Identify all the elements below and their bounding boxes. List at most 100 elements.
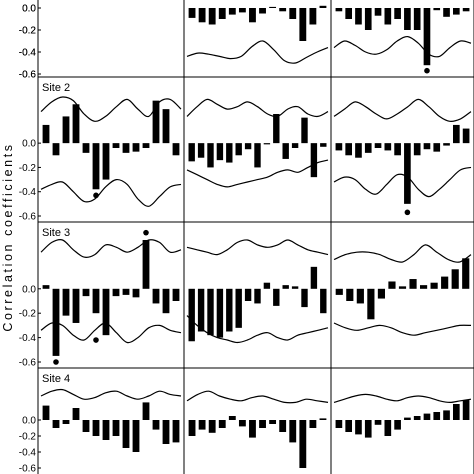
bar (413, 8, 421, 30)
bar (310, 266, 318, 289)
significance-curve-upper (333, 393, 472, 404)
bar (172, 143, 180, 156)
y-tick-label: -0.6 (19, 464, 37, 474)
significance-dot (404, 209, 411, 216)
significance-curve-lower (186, 40, 329, 64)
bar (132, 420, 140, 452)
bar (142, 402, 150, 420)
bar (345, 8, 353, 19)
bar (335, 420, 343, 428)
bar (299, 8, 307, 41)
bar (433, 8, 441, 11)
bar (72, 104, 80, 144)
bar (142, 240, 150, 289)
y-tick-label: -0.2 (19, 163, 37, 174)
bar (112, 288, 120, 297)
bar (430, 282, 438, 289)
y-tick-label: 0.0 (22, 416, 36, 427)
y-tick-label: 0.0 (22, 139, 36, 150)
site-label: Site 2 (42, 82, 70, 94)
bar (52, 420, 60, 428)
y-axis-label: Correlation coefficients (1, 142, 15, 331)
bar (216, 143, 224, 161)
y-tick-label: -0.4 (19, 333, 37, 344)
bar (122, 288, 130, 295)
bar (207, 288, 214, 336)
bar (282, 143, 289, 159)
bar (388, 281, 396, 289)
bar (335, 143, 343, 151)
bar (72, 408, 80, 420)
bar (355, 8, 362, 25)
bar (309, 420, 317, 428)
bar (263, 143, 271, 145)
bar (319, 5, 327, 8)
bar (384, 420, 392, 436)
bar (364, 143, 372, 153)
significance-curve-upper (333, 244, 472, 263)
bar (142, 143, 150, 148)
bar (188, 143, 195, 162)
bar (462, 258, 470, 289)
bar (289, 420, 297, 443)
bar (452, 8, 460, 15)
bar (198, 8, 206, 23)
significance-curve-upper (186, 239, 329, 256)
bar (244, 143, 252, 150)
y-tick-label: -0.2 (19, 309, 37, 320)
significance-curve-upper (40, 238, 182, 258)
bar (433, 143, 441, 152)
bar (273, 114, 280, 144)
bar (249, 420, 256, 438)
bar (132, 288, 140, 298)
bar (451, 269, 459, 289)
bar (433, 412, 441, 420)
significance-dot (143, 229, 149, 236)
bar (443, 8, 450, 17)
bar (82, 143, 90, 153)
bar (309, 8, 317, 25)
significance-curve-lower (333, 322, 472, 336)
bar (102, 288, 110, 336)
bar (218, 420, 226, 428)
significance-curve-upper (333, 98, 472, 122)
bar (374, 420, 382, 425)
panel-site-row-3-col-1: 0.0 -0.2 -0.4 -0.6 Site 3 (19, 227, 182, 369)
panels: 0.0 -0.2 -0.4 -0.6 0.0 -0.2 -0.4 -0.6 0.0 -0.2 -0.… (19, 4, 472, 474)
y-tick-label: -0.2 (19, 26, 37, 37)
significance-dot (93, 192, 99, 199)
bar (197, 288, 205, 332)
significance-curve-lower (333, 166, 472, 198)
bar (82, 288, 90, 297)
panel-site-row-3-col-3 (333, 244, 472, 336)
bar (226, 288, 233, 332)
bar (122, 420, 130, 448)
panel-site-row-4-col-3 (333, 393, 472, 438)
bar (228, 416, 236, 420)
bar (92, 420, 100, 436)
bar (413, 143, 421, 156)
bar (320, 288, 327, 314)
panel-grid-frame (37, 0, 474, 474)
bar (443, 143, 450, 146)
bar (92, 288, 100, 314)
bar (42, 285, 50, 289)
bar (259, 420, 266, 428)
bar (249, 8, 256, 23)
bar (226, 143, 233, 163)
bar (291, 286, 299, 289)
bar (423, 143, 431, 150)
significance-curve-lower (186, 159, 329, 188)
significance-dot (93, 337, 99, 343)
bar (462, 128, 470, 144)
bar (238, 8, 246, 13)
bar (355, 420, 362, 435)
bar (244, 288, 252, 301)
bar (299, 420, 307, 468)
bar (413, 416, 421, 420)
bar (346, 288, 354, 301)
bar (208, 420, 216, 433)
significance-dot (424, 67, 430, 74)
bar (335, 8, 343, 12)
bar (228, 8, 236, 15)
